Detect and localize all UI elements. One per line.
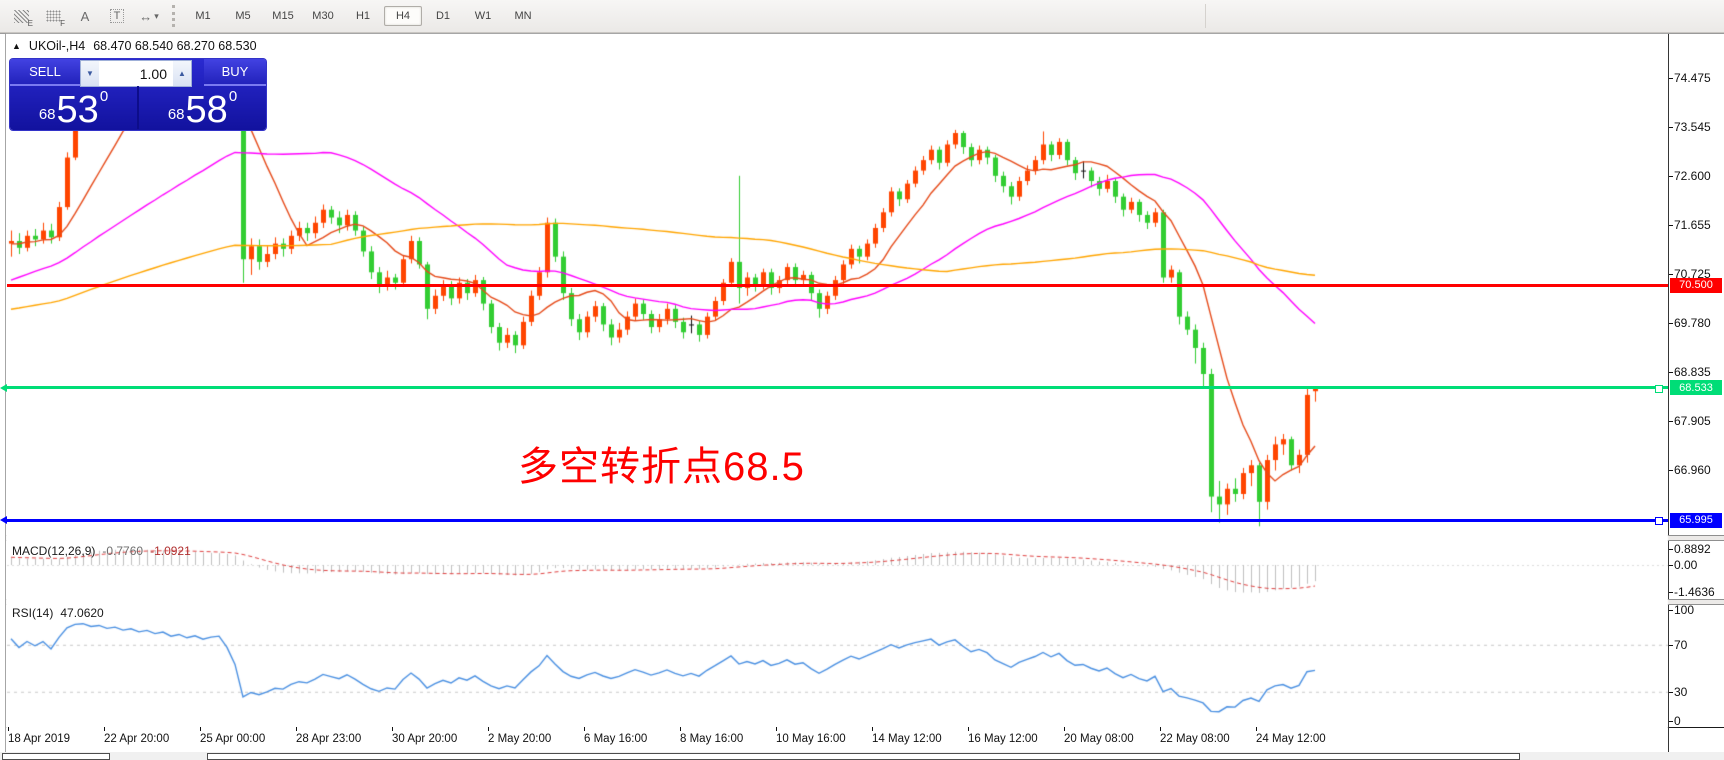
rsi-tick: 70 <box>1674 637 1688 652</box>
volume-increase-button[interactable]: ▲ <box>173 61 191 86</box>
level-price-badge: 65.995 <box>1670 512 1722 528</box>
scrollbar-thumb[interactable] <box>207 753 1520 760</box>
axis-tick-mark <box>1669 721 1673 722</box>
level-arrow-right <box>1712 516 1719 525</box>
price-tick: 67.905 <box>1674 413 1711 428</box>
time-tick-mark <box>1256 727 1257 731</box>
time-label: 14 May 12:00 <box>872 733 942 745</box>
axis-tick-mark <box>1669 372 1673 374</box>
price-tick: 66.960 <box>1674 462 1711 477</box>
time-tick-mark <box>296 727 297 731</box>
time-tick-mark <box>680 727 681 731</box>
time-tick-mark <box>776 727 777 731</box>
level-arrow-left <box>0 516 7 525</box>
time-label: 16 May 12:00 <box>968 733 1038 745</box>
axis-tick-mark <box>1669 273 1673 275</box>
axis-tick-mark <box>1669 175 1673 177</box>
sell-quote[interactable]: 68 53 0 <box>38 88 109 131</box>
time-tick-mark <box>392 727 393 731</box>
macd-label: MACD(12,26,9) <box>12 544 96 558</box>
time-label: 25 Apr 00:00 <box>200 733 266 745</box>
price-tick: 71.655 <box>1674 218 1711 233</box>
chart-title: ▲ UKOil-,H4 68.470 68.540 68.270 68.530 <box>12 39 257 53</box>
scrollbar-segment[interactable] <box>2 753 110 760</box>
chart-annotation-text: 多空转折点68.5 <box>518 445 805 489</box>
axis-tick-mark <box>1669 78 1673 79</box>
price-tick: 73.545 <box>1674 119 1711 134</box>
axis-tick-mark <box>1669 420 1673 422</box>
rsi-value: 47.0620 <box>60 606 104 620</box>
level-line-70.500[interactable] <box>7 283 1668 287</box>
price-tick: 74.475 <box>1674 71 1711 85</box>
macd-signal-value: -1.0921 <box>150 544 191 558</box>
time-tick-mark <box>968 727 969 731</box>
level-arrow-left <box>0 383 7 392</box>
horizontal-scrollbar <box>0 752 1724 760</box>
time-label: 8 May 16:00 <box>680 733 744 745</box>
level-line-68.533[interactable] <box>7 386 1668 390</box>
axis-tick-mark <box>1669 691 1673 693</box>
time-tick-mark <box>584 727 585 731</box>
axis-tick-mark <box>1669 548 1673 550</box>
macd-main-value: -0.7760 <box>102 544 144 558</box>
level-drag-handle[interactable] <box>1655 384 1663 393</box>
time-tick-mark <box>872 727 873 731</box>
time-label: 28 Apr 23:00 <box>296 733 362 745</box>
level-arrow-right <box>1712 383 1719 392</box>
macd-tick: 0.00 <box>1674 558 1698 572</box>
time-label: 24 May 12:00 <box>1256 733 1326 745</box>
time-label: 22 Apr 20:00 <box>104 733 170 745</box>
volume-decrease-button[interactable]: ▼ <box>81 61 99 86</box>
time-label: 20 May 08:00 <box>1064 733 1134 745</box>
volume-spinner: ▼ ▲ <box>80 60 192 87</box>
axis-tick-mark <box>1669 644 1673 646</box>
time-tick-mark <box>488 727 489 731</box>
ohlc-readout: 68.470 68.540 68.270 68.530 <box>93 39 257 53</box>
time-tick-mark <box>1160 727 1161 731</box>
time-tick-mark <box>8 727 9 731</box>
symbol-period-label: UKOil-,H4 <box>28 39 86 53</box>
axis-tick-mark <box>1669 591 1673 593</box>
price-tick: 69.780 <box>1674 315 1711 330</box>
macd-tick: -1.4636 <box>1674 584 1715 599</box>
time-label: 18 Apr 2019 <box>8 733 71 745</box>
axis-tick-mark <box>1669 126 1673 128</box>
macd-label-row: MACD(12,26,9) -0.7760 -1.0921 <box>12 544 191 558</box>
axis-tick-mark <box>1669 225 1673 227</box>
level-price-badge: 68.533 <box>1670 380 1722 396</box>
level-drag-handle[interactable] <box>1655 517 1663 526</box>
time-tick-mark <box>200 727 201 731</box>
time-label: 6 May 16:00 <box>584 733 648 745</box>
price-tick: 70.725 <box>1674 266 1711 281</box>
rsi-label: RSI(14) <box>12 606 54 620</box>
buy-quote[interactable]: 68 58 0 <box>167 88 238 131</box>
price-tick: 68.835 <box>1674 365 1711 380</box>
macd-tick: 0.8892 <box>1674 541 1711 556</box>
time-label: 30 Apr 20:00 <box>392 733 458 745</box>
sell-button[interactable]: SELL <box>10 59 80 86</box>
collapse-icon[interactable]: ▲ <box>12 41 21 51</box>
volume-input[interactable] <box>99 61 173 86</box>
axis-tick-mark <box>1669 565 1673 566</box>
level-price-badge: 70.500 <box>1670 277 1722 293</box>
rsi-tick: 100 <box>1674 603 1695 617</box>
price-tick: 72.600 <box>1674 168 1711 183</box>
quote-divider <box>137 86 139 129</box>
level-line-65.995[interactable] <box>7 518 1668 522</box>
time-label: 22 May 08:00 <box>1160 733 1230 745</box>
rsi-label-row: RSI(14) 47.0620 <box>12 606 104 620</box>
rsi-tick: 30 <box>1674 684 1688 699</box>
time-tick-mark <box>1064 727 1065 731</box>
time-label: 2 May 20:00 <box>488 733 552 745</box>
axis-tick-mark <box>1669 469 1673 471</box>
axis-tick-mark <box>1669 610 1673 611</box>
axis-tick-mark <box>1669 322 1673 324</box>
time-label: 10 May 16:00 <box>776 733 846 745</box>
buy-button[interactable]: BUY <box>204 59 266 86</box>
rsi-tick: 0 <box>1674 714 1681 728</box>
time-tick-mark <box>104 727 105 731</box>
